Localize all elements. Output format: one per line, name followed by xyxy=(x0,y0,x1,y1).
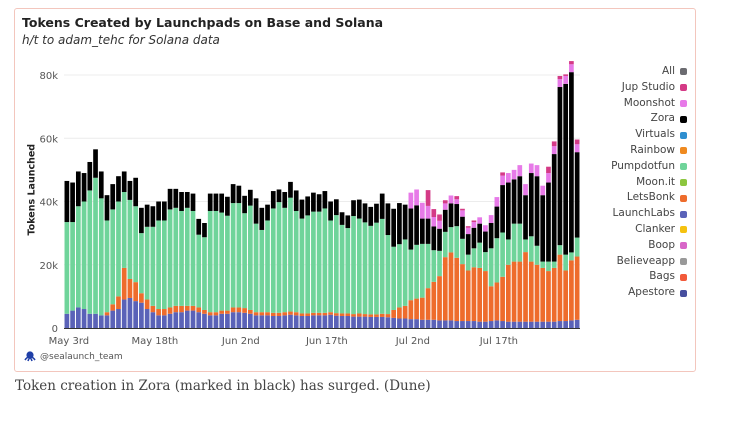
legend-label: All xyxy=(661,65,675,77)
y-axis-label: Tokens Launched xyxy=(26,143,38,236)
credit-handle: @sealaunch_team xyxy=(40,351,123,362)
legend-item[interactable]: LaunchLabs xyxy=(611,206,687,222)
legend-item[interactable]: Apestore xyxy=(611,285,687,301)
legend-item[interactable]: Moonshot xyxy=(611,96,687,112)
legend-swatch xyxy=(680,210,687,218)
legend-item[interactable]: Clanker xyxy=(611,222,687,238)
legend-label: Moonshot xyxy=(623,96,675,109)
legend-item[interactable]: All xyxy=(611,64,687,80)
legend-swatch xyxy=(680,178,687,186)
legend-label: Jup Studio xyxy=(621,80,675,93)
figure-caption: Token creation in Zora (marked in black)… xyxy=(15,378,431,394)
legend-label: Pumpdotfun xyxy=(611,159,675,172)
legend-label: Rainbow xyxy=(630,143,675,156)
legend-item[interactable]: LetsBonk xyxy=(611,190,687,206)
legend-swatch xyxy=(680,115,687,123)
legend-swatch xyxy=(680,84,687,92)
legend-label: Moon.it xyxy=(636,175,675,188)
legend-item[interactable]: Zora xyxy=(611,111,687,127)
legend-item[interactable]: Boop xyxy=(611,238,687,254)
legend-item[interactable]: Believeapp xyxy=(611,254,687,270)
legend-swatch xyxy=(680,242,687,250)
legend-label: Bags xyxy=(649,270,675,283)
legend-swatch xyxy=(680,194,687,202)
chart-subtitle: h/t to adam_tehc for Solana data xyxy=(22,33,220,47)
legend-label: LaunchLabs xyxy=(612,207,675,220)
credit: @sealaunch_team xyxy=(24,351,123,362)
legend-item[interactable]: Rainbow xyxy=(611,143,687,159)
legend-swatch xyxy=(680,68,687,76)
legend-item[interactable]: Virtuals xyxy=(611,127,687,143)
octopus-icon xyxy=(24,351,36,362)
legend-label: Believeapp xyxy=(616,254,675,267)
legend-swatch xyxy=(680,99,687,107)
legend-swatch xyxy=(680,226,687,234)
legend-swatch xyxy=(680,273,687,281)
legend: All Jup Studio Moonshot Zora Virtuals Rainbow… xyxy=(611,64,687,301)
legend-item[interactable]: Jup Studio xyxy=(611,80,687,96)
legend-label: LetsBonk xyxy=(626,191,675,204)
legend-label: Virtuals xyxy=(635,128,675,141)
legend-label: Apestore xyxy=(628,286,675,299)
legend-swatch xyxy=(680,163,687,171)
chart-title: Tokens Created by Launchpads on Base and… xyxy=(22,15,384,30)
legend-label: Clanker xyxy=(635,222,675,235)
legend-swatch xyxy=(680,257,687,265)
legend-label: Boop xyxy=(648,238,675,251)
legend-label: Zora xyxy=(650,112,675,125)
legend-swatch xyxy=(680,147,687,155)
legend-swatch xyxy=(680,131,687,139)
legend-item[interactable]: Moon.it xyxy=(611,175,687,191)
chart-card xyxy=(14,8,696,372)
legend-item[interactable]: Bags xyxy=(611,269,687,285)
legend-item[interactable]: Pumpdotfun xyxy=(611,159,687,175)
legend-swatch xyxy=(680,289,687,297)
